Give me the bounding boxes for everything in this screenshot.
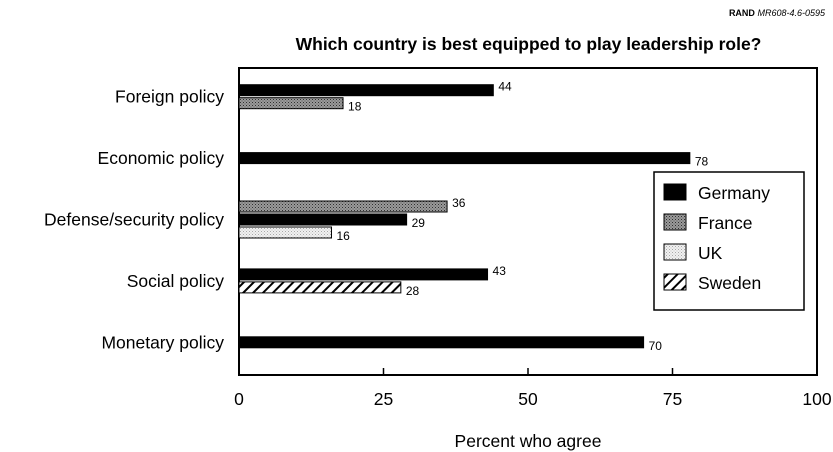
value-label-social-policy-sweden: 28	[406, 284, 420, 298]
legend-label-france: France	[698, 213, 752, 233]
category-label-social-policy: Social policy	[127, 271, 225, 291]
value-label-monetary-policy-germany: 70	[649, 339, 663, 353]
x-tick-label-50: 50	[518, 389, 538, 409]
legend-swatch-sweden	[663, 273, 687, 291]
x-tick-label-100: 100	[802, 389, 831, 409]
category-label-economic-policy: Economic policy	[98, 148, 225, 168]
bar-social-policy-germany	[238, 268, 489, 281]
bar-foreign-policy-germany	[238, 84, 494, 97]
chart-title: Which country is best equipped to play l…	[295, 34, 762, 54]
legend-swatch-france	[663, 213, 687, 231]
bar-economic-policy-germany	[238, 152, 691, 165]
x-tick-label-0: 0	[234, 389, 244, 409]
legend-swatch-uk	[663, 243, 687, 261]
source-reference: RAND MR608-4.6-0595	[729, 8, 825, 18]
bar-monetary-policy-germany	[238, 336, 645, 349]
value-label-defense-security-policy-germany: 29	[412, 216, 426, 230]
value-label-defense-security-policy-uk: 16	[336, 229, 350, 243]
category-label-foreign-policy: Foreign policy	[115, 87, 224, 107]
category-label-defense-security-policy: Defense/security policy	[44, 210, 224, 230]
value-label-foreign-policy-germany: 44	[498, 80, 512, 94]
bar-defense-security-policy-germany	[238, 213, 408, 226]
legend-swatch-germany	[663, 183, 687, 201]
source-org: RAND	[728, 8, 755, 18]
x-axis-label: Percent who agree	[455, 431, 602, 451]
bar-foreign-policy-france	[238, 97, 344, 110]
bar-social-policy-sweden	[238, 281, 402, 294]
source-code: MR608-4.6-0595	[757, 8, 825, 18]
bar-defense-security-policy-uk	[238, 226, 332, 239]
legend-label-uk: UK	[698, 243, 723, 263]
x-tick-label-25: 25	[374, 389, 393, 409]
value-label-economic-policy-germany: 78	[695, 155, 709, 169]
category-label-monetary-policy: Monetary policy	[101, 332, 224, 352]
bar-defense-security-policy-france	[238, 200, 448, 213]
value-label-defense-security-policy-france: 36	[452, 196, 466, 210]
legend-label-germany: Germany	[698, 183, 770, 203]
value-label-foreign-policy-france: 18	[348, 100, 362, 114]
x-tick-label-75: 75	[663, 389, 682, 409]
legend-label-sweden: Sweden	[698, 273, 761, 293]
value-label-social-policy-germany: 43	[493, 264, 507, 278]
